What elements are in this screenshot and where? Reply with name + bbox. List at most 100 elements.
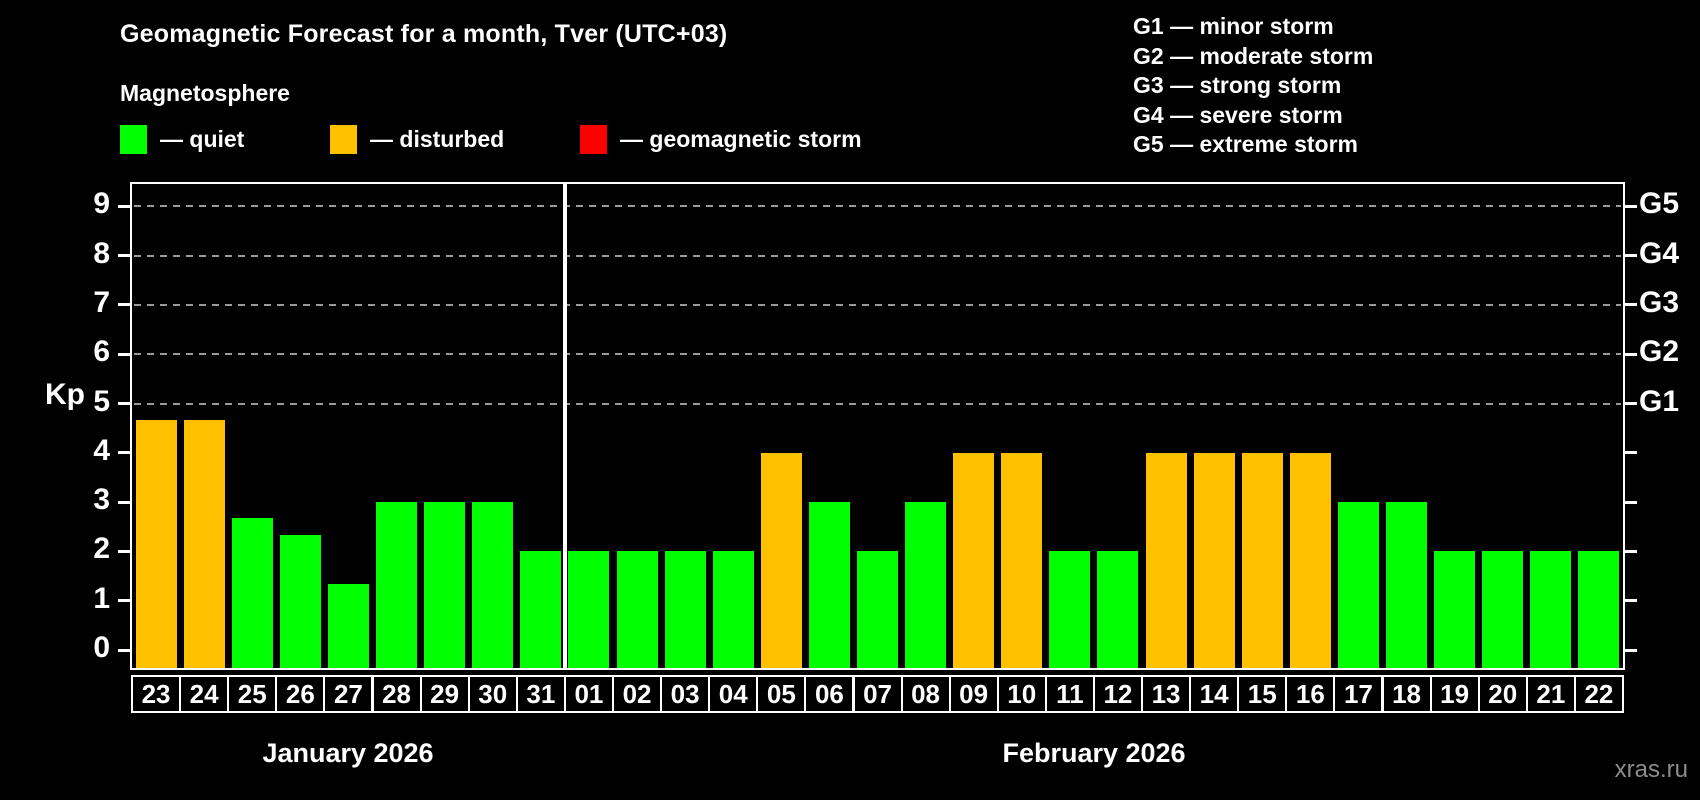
day-label-08: 08 [900, 675, 951, 713]
day-label-30: 30 [467, 675, 518, 713]
g-axis-label-g5: G5 [1639, 187, 1680, 221]
g-tick-1 [1625, 599, 1637, 603]
bar-day-27 [327, 584, 369, 668]
legend-label-disturbed: — disturbed [370, 125, 505, 152]
g-scale-legend-item-g5: G5 — extreme storm [1133, 131, 1358, 157]
bar-day-20 [1482, 551, 1524, 668]
g-scale-legend-item-g3: G3 — strong storm [1133, 72, 1342, 98]
day-label-26: 26 [275, 675, 326, 713]
bar-day-23 [135, 419, 177, 668]
day-label-06: 06 [804, 675, 855, 713]
bar-day-17 [1337, 502, 1379, 668]
bar-day-18 [1386, 502, 1427, 668]
bar-day-28 [376, 502, 417, 668]
g-tick-9 [1625, 204, 1637, 208]
bar-day-10 [1001, 452, 1043, 668]
quiet-color-swatch [120, 124, 147, 154]
g-scale-legend-item-g1: G1 — minor storm [1133, 13, 1334, 39]
g-axis-label-g2: G2 [1639, 335, 1680, 369]
day-label-15: 15 [1237, 675, 1288, 713]
magnetosphere-label: Magnetosphere [120, 80, 290, 106]
month-label-february: February 2026 [1002, 738, 1186, 768]
bar-day-24 [183, 419, 225, 668]
bar-day-29 [424, 502, 466, 668]
day-label-10: 10 [996, 675, 1047, 713]
g-tick-3 [1625, 500, 1637, 504]
y-tick-2 [118, 549, 130, 553]
gridline-kp8 [134, 254, 1621, 257]
gridline-kp7 [134, 303, 1621, 306]
bar-day-22 [1578, 551, 1620, 668]
bar-day-25 [231, 518, 273, 668]
bar-day-03 [664, 551, 706, 668]
bar-day-12 [1097, 551, 1139, 668]
day-label-24: 24 [179, 675, 230, 713]
g-scale-legend-item-g4: G4 — severe storm [1133, 101, 1343, 128]
y-tick-label-9: 9 [93, 187, 110, 221]
g-tick-8 [1625, 254, 1637, 258]
legend-label-quiet: — quiet [160, 125, 245, 152]
watermark: xras.ru [1614, 756, 1688, 783]
day-label-31: 31 [515, 675, 566, 713]
disturbed-color-swatch [330, 124, 357, 154]
day-label-16: 16 [1285, 675, 1336, 713]
bar-day-02 [616, 551, 658, 668]
g-tick-4 [1625, 451, 1637, 455]
day-label-12: 12 [1092, 675, 1143, 713]
gridline-kp6 [134, 353, 1621, 356]
y-tick-1 [118, 599, 130, 603]
day-label-05: 05 [756, 675, 807, 713]
day-label-01: 01 [563, 675, 614, 713]
y-tick-label-0: 0 [93, 631, 110, 664]
g-scale-legend-item-g2: G2 — moderate storm [1133, 42, 1374, 69]
bar-day-26 [279, 535, 321, 668]
g-axis-label-g3: G3 [1639, 285, 1680, 319]
y-tick-label-1: 1 [93, 581, 110, 615]
y-tick-3 [118, 500, 130, 504]
bar-day-01 [568, 551, 610, 668]
day-label-22: 22 [1573, 675, 1624, 713]
day-label-09: 09 [948, 675, 999, 713]
day-label-03: 03 [660, 675, 711, 713]
day-label-25: 25 [227, 675, 278, 713]
day-label-21: 21 [1525, 675, 1576, 713]
bar-day-21 [1530, 551, 1572, 668]
bar-day-05 [760, 452, 802, 668]
day-label-19: 19 [1429, 675, 1480, 713]
y-tick-6 [118, 352, 130, 356]
gridline-kp9 [134, 205, 1621, 208]
legend-item-quiet: — quiet [120, 124, 244, 154]
bar-day-08 [905, 502, 946, 668]
bar-day-16 [1289, 452, 1331, 668]
storm-color-swatch [580, 124, 607, 154]
bar-day-30 [472, 502, 514, 668]
y-tick-label-2: 2 [93, 532, 110, 566]
day-label-02: 02 [612, 675, 663, 713]
y-tick-4 [118, 451, 130, 455]
month-separator-line [562, 184, 567, 668]
g-tick-2 [1625, 549, 1637, 553]
g-axis-label-g1: G1 [1639, 384, 1680, 418]
y-tick-label-8: 8 [93, 236, 110, 270]
g-tick-0 [1625, 648, 1637, 652]
day-label-29: 29 [419, 675, 470, 713]
day-label-27: 27 [323, 675, 374, 713]
bar-day-15 [1241, 452, 1283, 668]
day-label-14: 14 [1189, 675, 1240, 713]
g-tick-7 [1625, 303, 1637, 307]
day-label-07: 07 [852, 675, 903, 713]
g-scale-legend: G1 — minor storm G2 — moderate storm G3 — … [1133, 12, 1373, 160]
day-label-20: 20 [1477, 675, 1528, 713]
g-tick-6 [1625, 352, 1637, 356]
g-tick-5 [1625, 402, 1637, 405]
bar-day-19 [1434, 551, 1476, 668]
y-tick-8 [118, 254, 130, 258]
y-axis-title: Kp [45, 378, 85, 411]
chart-title: Geomagnetic Forecast for a month, Tver (… [120, 20, 728, 48]
bar-day-31 [520, 551, 562, 668]
y-tick-label-5: 5 [93, 384, 110, 418]
y-tick-label-4: 4 [93, 433, 110, 467]
bar-day-11 [1049, 551, 1091, 668]
day-label-11: 11 [1044, 675, 1095, 713]
